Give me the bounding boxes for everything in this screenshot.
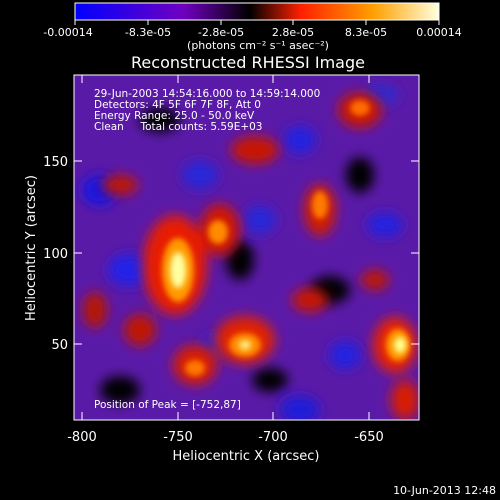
colorbar: -0.00014 -8.3e-05 -2.8e-05 2.8e-05 8.3e-… [43, 2, 462, 52]
y-axis-label: Heliocentric Y (arcsec) [24, 175, 39, 321]
colorbar-tick-label: 8.3e-05 [345, 26, 387, 39]
y-tick-label: 150 [43, 155, 68, 170]
x-tick-label: -800 [67, 430, 97, 445]
x-tick-label: -650 [354, 430, 384, 445]
info-detectors: Detectors: 4F 5F 6F 7F 8F, Att 0 [94, 99, 261, 111]
x-tick-label: -700 [258, 430, 288, 445]
info-energy-range: Energy Range: 25.0 - 50.0 keV [94, 110, 255, 122]
image-peak-regions [170, 252, 406, 353]
rhessi-image [74, 75, 419, 420]
info-time-range: 29-Jun-2003 14:54:16.000 to 14:59:14.000 [94, 88, 320, 100]
y-tick-label: 100 [43, 247, 68, 262]
y-tick-label: 50 [51, 338, 68, 353]
colorbar-frame [74, 2, 440, 21]
y-axis-ticks [74, 160, 419, 345]
x-tick-label: -750 [163, 430, 193, 445]
x-axis-ticks [81, 75, 370, 420]
colorbar-unit-label: (photons cm⁻² s⁻¹ asec⁻²) [187, 39, 329, 52]
info-clean-counts: Clean Total counts: 5.59E+03 [94, 121, 263, 133]
peak-position-label: Position of Peak = [-752,87] [94, 399, 241, 411]
info-box: 29-Jun-2003 14:54:16.000 to 14:59:14.000… [94, 88, 320, 133]
colorbar-tick-label: -0.00014 [43, 26, 92, 39]
colorbar-tick-label: 2.8e-05 [272, 26, 314, 39]
colorbar-tick-label: 0.00014 [416, 26, 462, 39]
colorbar-tick-label: -8.3e-05 [125, 26, 171, 39]
plot-frame [73, 74, 420, 421]
x-axis-label: Heliocentric X (arcsec) [173, 449, 320, 464]
colorbar-gradient [75, 3, 439, 20]
colorbar-tick-label: -2.8e-05 [198, 26, 244, 39]
plot-title: Reconstructed RHESSI Image [131, 53, 365, 72]
timestamp: 10-Jun-2013 12:48 [393, 484, 496, 497]
